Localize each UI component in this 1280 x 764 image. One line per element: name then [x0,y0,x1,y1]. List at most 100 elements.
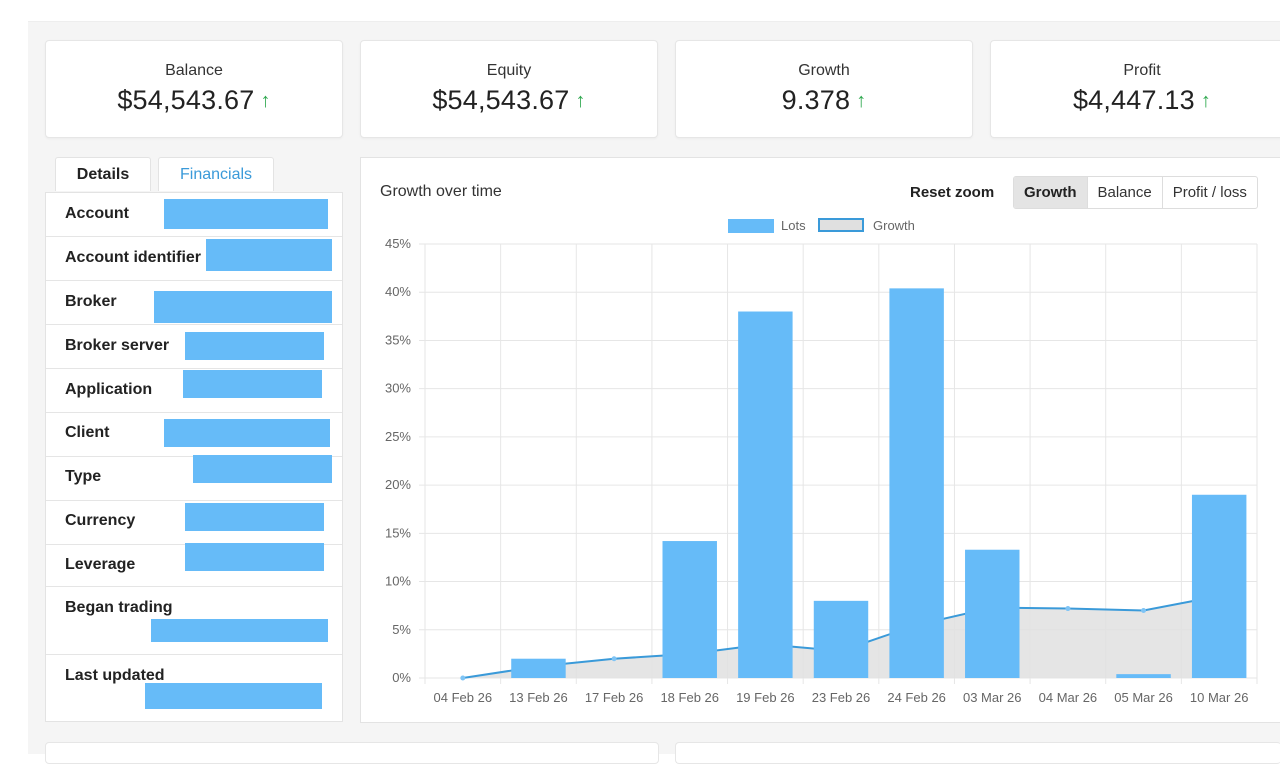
detail-label: Currency [65,512,136,529]
y-tick-label: 35% [385,332,411,347]
detail-label: Account identifier [65,249,202,266]
redacted-value [206,239,332,271]
detail-label: Client [65,424,110,441]
x-tick-label: 04 Mar 26 [1039,690,1098,705]
legend-lots-label[interactable]: Lots [781,218,806,233]
x-tick-label: 13 Feb 26 [509,690,568,705]
y-tick-label: 40% [385,284,411,299]
mode-profit-loss-button[interactable]: Profit / loss [1161,177,1257,208]
x-tick-label: 17 Feb 26 [585,690,644,705]
growth-point [1065,606,1071,612]
equity-label: Equity [486,62,532,79]
redacted-value [185,503,324,531]
top-bar [28,0,1280,23]
growth-point [460,675,466,681]
detail-label: Broker [65,293,117,310]
y-tick-label: 0% [392,670,411,685]
detail-row-currency: Currency [46,501,342,545]
y-tick-label: 25% [385,429,411,444]
x-tick-label: 19 Feb 26 [736,690,795,705]
profit-value: $4,447.13 ↑ [1072,85,1212,115]
y-tick-label: 15% [385,525,411,540]
profit-card: Profit $4,447.13 ↑ [990,40,1280,138]
growth-card: Growth 9.378 ↑ [675,40,973,138]
x-tick-label: 18 Feb 26 [660,690,719,705]
chart-mode-toggle: Growth Balance Profit / loss [1013,176,1258,209]
up-arrow-icon: ↑ [260,90,271,112]
mode-growth-button[interactable]: Growth [1014,177,1087,208]
detail-row-type: Type [46,455,342,501]
reset-zoom-button[interactable]: Reset zoom [910,184,995,201]
tab-details[interactable]: Details [55,157,151,191]
equity-card: Equity $54,543.67 ↑ [360,40,658,138]
bottom-card-right [675,742,1280,764]
balance-card: Balance $54,543.67 ↑ [45,40,343,138]
up-arrow-icon: ↑ [1200,90,1212,112]
growth-chart[interactable]: 0% 5% 10% 15% 20% 25% 30% 35% 40% 45% 04 Feb 26 13 … [370,232,1270,716]
redacted-value [145,683,322,709]
redacted-value [154,291,332,323]
growth-point [611,656,617,662]
lots-bar [1191,494,1247,678]
y-tick-label: 45% [385,236,411,251]
detail-row-last-updated: Last updated [46,655,342,721]
growth-area [462,596,1220,678]
lots-bar [511,658,566,678]
detail-label: Application [65,381,153,398]
detail-label: Type [65,468,102,485]
lots-bar [965,549,1020,678]
growth-value: 9.378 ↑ [781,85,867,115]
detail-row-account: Account [46,193,342,237]
detail-row-application: Application [46,369,342,413]
chart-title: Growth over time [380,183,502,200]
y-tick-label: 10% [385,574,411,589]
lots-bar [1116,674,1171,678]
bottom-card-left [45,742,659,764]
x-tick-label: 05 Mar 26 [1114,690,1173,705]
y-tick-label: 5% [392,622,411,637]
detail-label: Began trading [65,599,173,616]
details-panel: Account Account identifier Broker Broker… [45,192,343,722]
redacted-value [185,332,324,360]
detail-row-broker-server: Broker server [46,325,342,369]
legend-growth-swatch[interactable] [818,218,864,232]
legend-growth-label[interactable]: Growth [873,218,915,233]
legend-lots-swatch[interactable] [728,219,774,233]
detail-label: Last updated [65,667,165,684]
y-tick-label: 30% [385,381,411,396]
x-tick-label: 04 Feb 26 [434,690,493,705]
redacted-value [164,199,328,229]
x-tick-label: 24 Feb 26 [887,690,946,705]
up-arrow-icon: ↑ [575,90,586,112]
redacted-value [193,455,332,483]
lots-bar [813,600,869,678]
equity-value: $54,543.67 ↑ [432,85,586,115]
x-tick-label: 03 Mar 26 [963,690,1022,705]
x-tick-label: 10 Mar 26 [1190,690,1249,705]
balance-value: $54,543.67 ↑ [117,85,271,115]
detail-label: Account [65,205,129,222]
detail-row-broker: Broker [46,281,342,325]
lots-bar [738,311,793,678]
detail-label: Leverage [65,556,136,573]
lots-bar [889,288,944,678]
balance-label: Balance [165,62,223,79]
profit-label: Profit [1123,62,1161,79]
redacted-value [183,370,322,398]
redacted-value [164,419,330,447]
detail-label: Broker server [65,337,170,354]
lots-bar [662,541,717,678]
growth-label: Growth [798,62,850,79]
tab-financials[interactable]: Financials [158,157,274,191]
detail-row-account-identifier: Account identifier [46,237,342,281]
redacted-value [151,619,328,642]
x-tick-label: 23 Feb 26 [812,690,871,705]
growth-point [1141,607,1147,613]
detail-row-client: Client [46,413,342,457]
mode-balance-button[interactable]: Balance [1086,177,1162,208]
detail-row-leverage: Leverage [46,543,342,587]
y-tick-label: 20% [385,477,411,492]
detail-row-began-trading: Began trading [46,587,342,655]
up-arrow-icon: ↑ [856,90,867,112]
redacted-value [185,543,324,571]
